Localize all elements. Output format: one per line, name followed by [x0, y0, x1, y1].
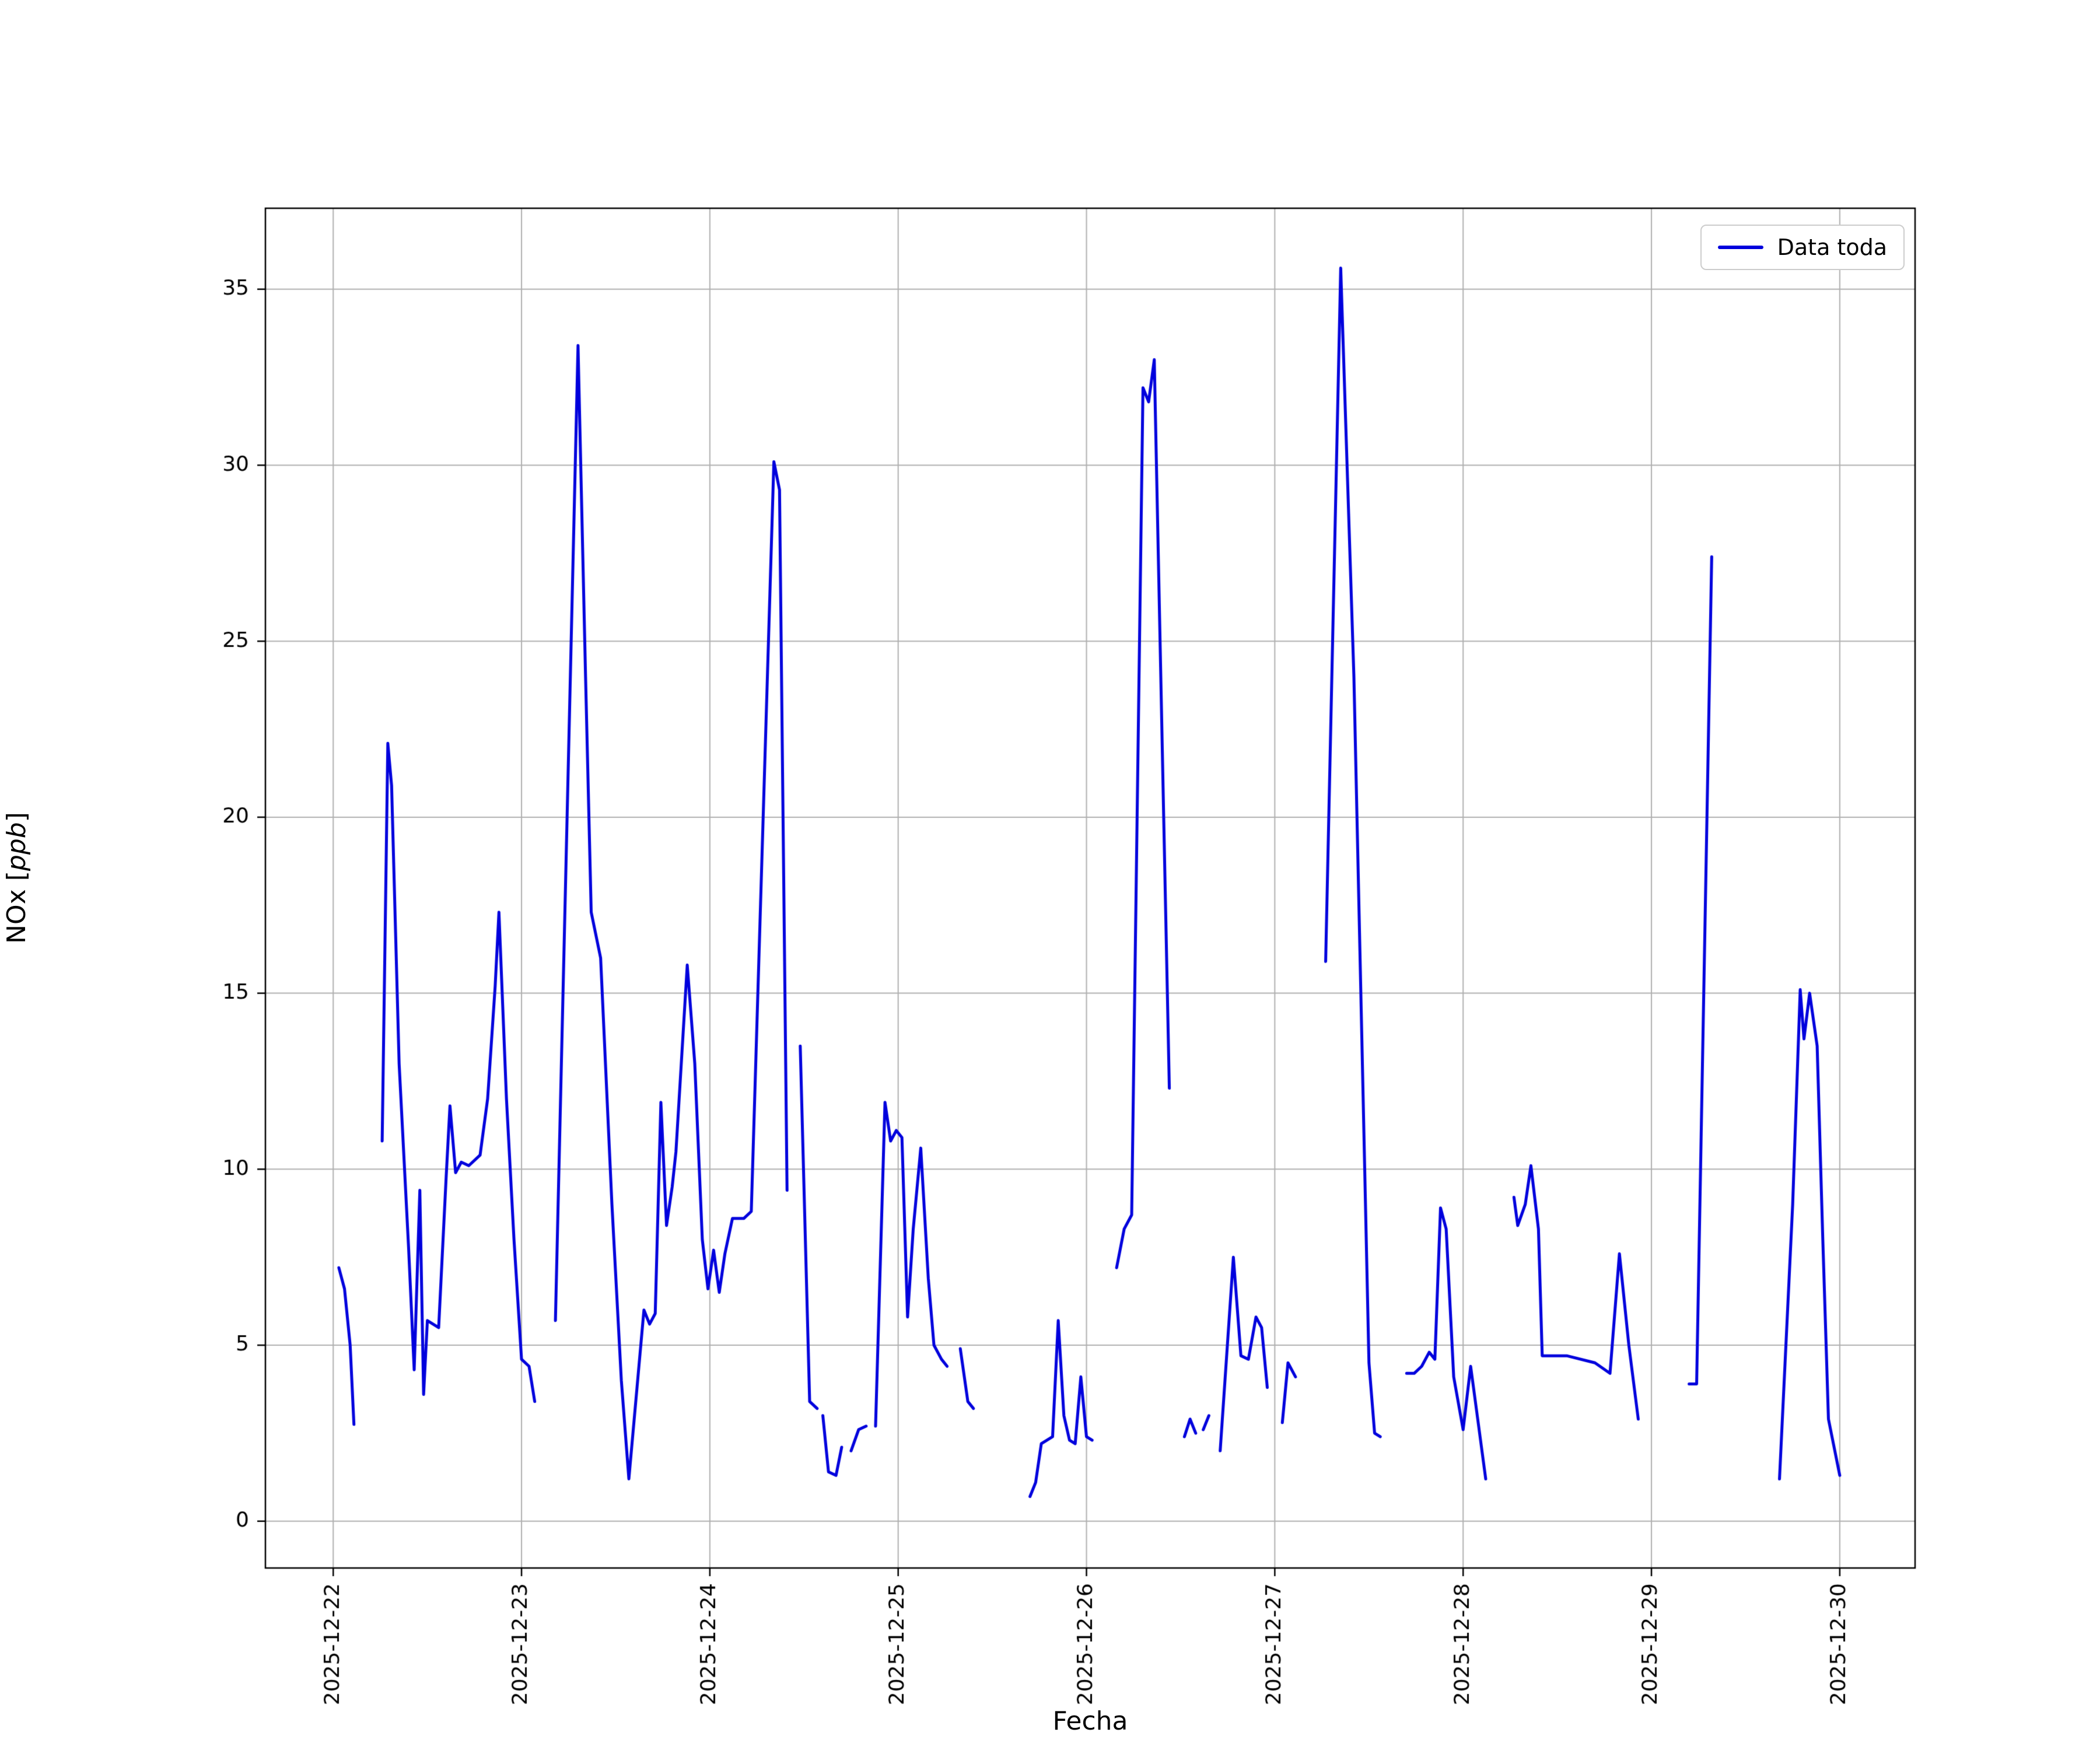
y-axis-label: NOx [ppb]	[2, 703, 33, 1053]
y-axis-label-unit: ppb	[2, 822, 32, 872]
x-axis-label: Fecha	[1052, 1706, 1128, 1736]
y-axis-label-suffix: ]	[2, 812, 32, 822]
legend: Data toda	[1700, 225, 1905, 270]
y-axis-label-prefix: NOx [	[2, 871, 32, 944]
legend-line-sample	[1717, 246, 1763, 249]
legend-label: Data toda	[1777, 235, 1887, 260]
